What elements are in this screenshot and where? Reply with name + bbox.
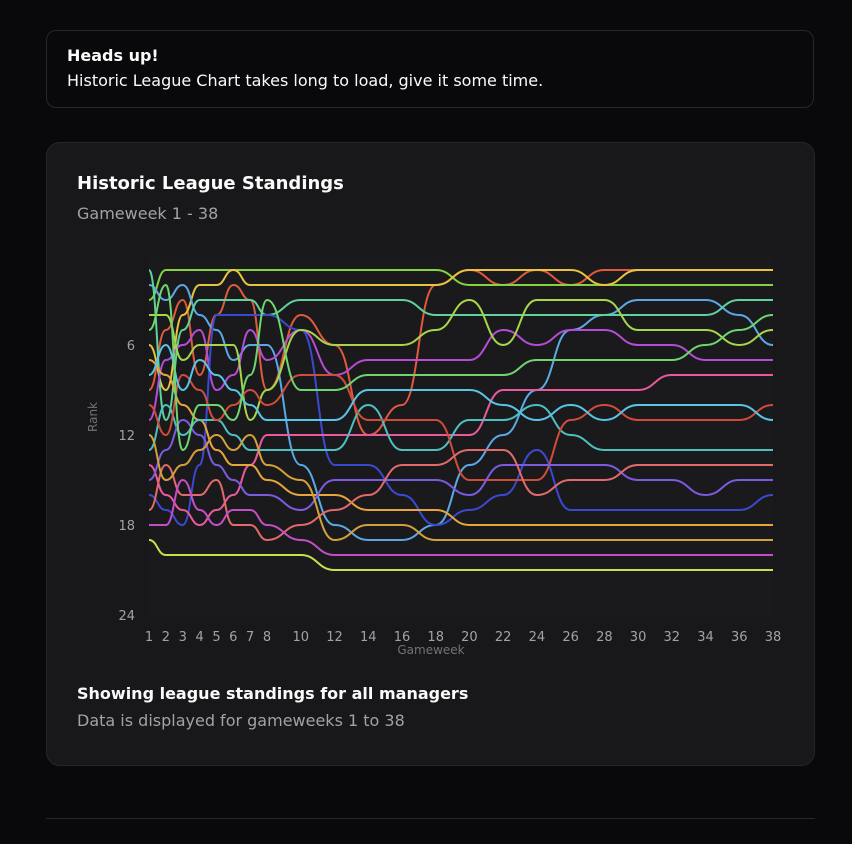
x-tick-label: 1	[145, 630, 153, 645]
y-tick-label: 12	[118, 429, 135, 444]
series-line-11	[148, 404, 773, 452]
series-line-13	[148, 419, 773, 511]
card-subtitle: Gameweek 1 - 38	[77, 204, 219, 223]
x-tick-label: 8	[263, 630, 271, 645]
x-tick-label: 3	[179, 630, 187, 645]
x-tick-label: 22	[495, 630, 512, 645]
x-tick-label: 10	[293, 630, 310, 645]
x-tick-label: 7	[246, 630, 254, 645]
x-tick-label: 32	[664, 630, 681, 645]
series-line-7	[148, 314, 774, 526]
series-line-9	[148, 374, 773, 526]
series-line-2	[148, 269, 773, 301]
series-line-3	[148, 269, 773, 391]
x-tick-label: 38	[765, 630, 782, 645]
x-tick-label: 30	[630, 630, 647, 645]
card-title: Historic League Standings	[77, 173, 344, 194]
series-line-15	[148, 449, 773, 541]
series-line-17	[148, 434, 773, 541]
series-line-4	[148, 284, 774, 541]
series-line-16	[148, 284, 774, 451]
x-tick-label: 5	[212, 630, 220, 645]
page-divider	[46, 818, 815, 819]
series-line-8	[148, 299, 774, 421]
series-line-12	[148, 374, 774, 482]
x-tick-label: 28	[596, 630, 613, 645]
x-tick-label: 24	[529, 630, 546, 645]
x-tick-label: 36	[731, 630, 748, 645]
x-tick-label: 4	[195, 630, 203, 645]
x-tick-label: 34	[697, 630, 714, 645]
x-tick-label: 16	[394, 630, 411, 645]
x-tick-label: 20	[461, 630, 478, 645]
series-line-19	[148, 539, 773, 571]
series-line-10	[148, 359, 773, 526]
x-tick-label: 26	[562, 630, 579, 645]
alert-description: Historic League Chart takes long to load…	[67, 71, 544, 90]
x-tick-label: 12	[326, 630, 343, 645]
loading-alert: Heads up! Historic League Chart takes lo…	[46, 30, 814, 108]
series-line-14	[148, 344, 774, 421]
x-tick-label: 18	[427, 630, 444, 645]
y-axis-label: Rank	[86, 402, 100, 432]
series-line-5	[148, 269, 773, 421]
card-footer-description: Data is displayed for gameweeks 1 to 38	[77, 711, 405, 730]
x-axis-label: Gameweek	[397, 643, 464, 657]
x-tick-label: 6	[229, 630, 237, 645]
x-tick-label: 2	[162, 630, 170, 645]
y-tick-label: 24	[118, 609, 135, 624]
card-footer-title: Showing league standings for all manager…	[77, 684, 469, 703]
y-tick-label: 18	[118, 519, 135, 534]
alert-title: Heads up!	[67, 46, 159, 65]
x-tick-label: 14	[360, 630, 377, 645]
league-standings-card: Historic League Standings Gameweek 1 - 3…	[46, 142, 815, 766]
y-tick-label: 6	[127, 339, 135, 354]
series-line-18	[149, 479, 773, 556]
